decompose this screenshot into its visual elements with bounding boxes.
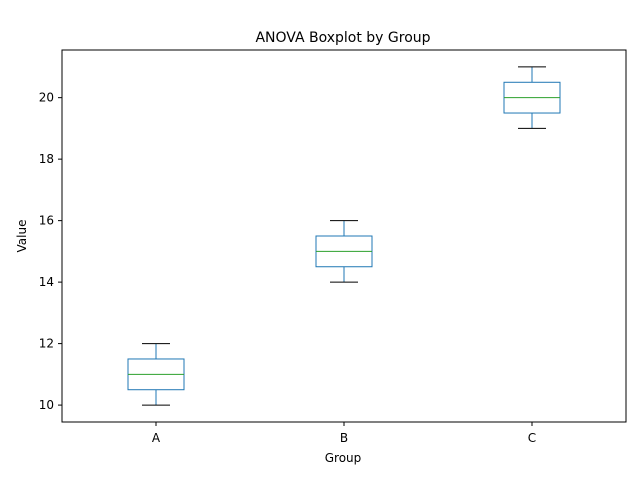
chart-title: ANOVA Boxplot by Group bbox=[255, 30, 430, 46]
boxplot-group-a bbox=[127, 343, 185, 406]
x-tick-label: A bbox=[152, 431, 161, 445]
x-axis-label: Group bbox=[325, 451, 362, 465]
plot-layer bbox=[127, 66, 561, 406]
y-tick-label: 16 bbox=[39, 214, 54, 228]
y-tick-label: 10 bbox=[39, 398, 54, 412]
y-tick-label: 18 bbox=[39, 152, 54, 166]
y-axis-label: Value bbox=[15, 220, 29, 253]
x-tick-label: B bbox=[340, 431, 348, 445]
x-tick-label: C bbox=[528, 431, 536, 445]
y-tick-label: 12 bbox=[39, 337, 54, 351]
axis-layer: 10 12 14 16 18 20 A B C bbox=[39, 49, 627, 445]
boxplot-group-b bbox=[315, 220, 373, 283]
boxplot-group-c bbox=[503, 66, 561, 129]
y-tick-label: 14 bbox=[39, 275, 54, 289]
y-tick-label: 20 bbox=[39, 91, 54, 105]
